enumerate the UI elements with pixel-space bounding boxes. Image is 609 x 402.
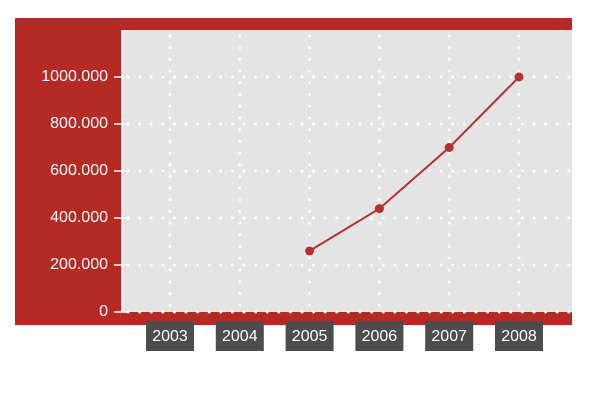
point [305, 246, 315, 256]
y-tick-label: 600.000 [50, 162, 108, 179]
y-tick-label: 200.000 [50, 256, 108, 273]
x-tick-label: 2004 [222, 328, 258, 345]
x-tick-box [495, 321, 543, 351]
y-tick-label: 1000.000 [41, 68, 108, 85]
x-tick-box [285, 321, 334, 351]
x-tick-box [425, 321, 474, 351]
point [374, 204, 384, 214]
line [309, 76, 520, 252]
x-tick-label: 2007 [431, 328, 467, 345]
y-tick-label: 800.000 [50, 115, 108, 132]
x-tick-label: 2006 [362, 328, 398, 345]
x-tick-box [355, 321, 404, 351]
x-tick-box [215, 321, 264, 351]
y-tick-label: 0 [99, 303, 108, 320]
x-tick-label: 2003 [152, 328, 188, 345]
x-tick-box [146, 321, 194, 351]
point [444, 143, 454, 152]
x-tick-label: 2008 [501, 328, 537, 345]
y-tick-label: 400.000 [50, 209, 108, 226]
point [514, 72, 524, 82]
x-tick-label: 2005 [292, 328, 328, 345]
